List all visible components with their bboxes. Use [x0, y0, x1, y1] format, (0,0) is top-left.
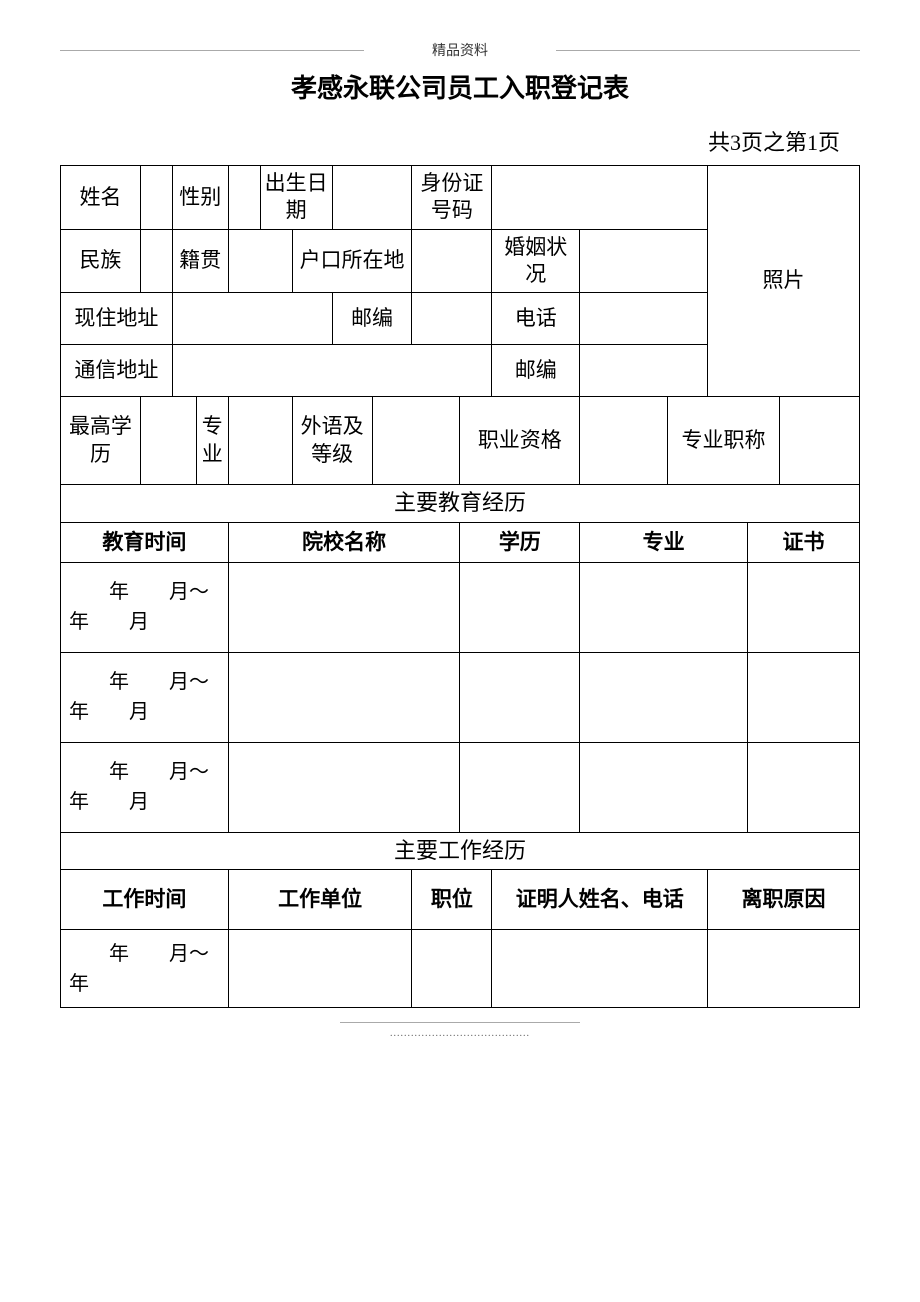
- label-phone: 电话: [492, 293, 580, 345]
- edu-header-cert: 证书: [747, 522, 859, 562]
- work-header-reason: 离职原因: [708, 870, 860, 930]
- label-postal2: 邮编: [492, 345, 580, 397]
- label-marital: 婚姻状况: [492, 229, 580, 293]
- work-row-time[interactable]: 年 月～ 年: [61, 930, 229, 1008]
- label-mail-addr: 通信地址: [61, 345, 173, 397]
- page-indicator: 共3页之第1页: [60, 125, 860, 157]
- field-birth[interactable]: [332, 166, 412, 230]
- work-row-company[interactable]: [228, 930, 412, 1008]
- edu-row-time[interactable]: 年 月～ 年 月: [61, 652, 229, 742]
- field-ethnicity[interactable]: [140, 229, 172, 293]
- label-foreign-lang: 外语及等级: [292, 397, 372, 485]
- label-hukou: 户口所在地: [292, 229, 412, 293]
- field-hukou[interactable]: [412, 229, 492, 293]
- label-name: 姓名: [61, 166, 141, 230]
- field-vocation[interactable]: [580, 397, 668, 485]
- label-native: 籍贯: [172, 229, 228, 293]
- work-header-time: 工作时间: [61, 870, 229, 930]
- edu-row-cert[interactable]: [747, 562, 859, 652]
- field-foreign-lang[interactable]: [372, 397, 460, 485]
- work-header-company: 工作单位: [228, 870, 412, 930]
- work-row-reason[interactable]: [708, 930, 860, 1008]
- label-vocation: 职业资格: [460, 397, 580, 485]
- registration-table: 姓名 性别 出生日期 身份证号码 照片 民族 籍贯 户口所在地 婚姻状况 现住地…: [60, 165, 860, 1008]
- field-postal2[interactable]: [580, 345, 708, 397]
- label-major: 专业: [196, 397, 228, 485]
- edu-row-school[interactable]: [228, 562, 460, 652]
- watermark-label: 精品资料: [60, 40, 860, 60]
- edu-row-cert[interactable]: [747, 652, 859, 742]
- field-current-addr[interactable]: [172, 293, 332, 345]
- field-mail-addr[interactable]: [172, 345, 492, 397]
- edu-row-school[interactable]: [228, 742, 460, 832]
- field-pro-title[interactable]: [779, 397, 859, 485]
- label-pro-title: 专业职称: [668, 397, 780, 485]
- edu-row-degree[interactable]: [460, 652, 580, 742]
- work-row-reference[interactable]: [492, 930, 708, 1008]
- edu-row-degree[interactable]: [460, 742, 580, 832]
- label-current-addr: 现住地址: [61, 293, 173, 345]
- label-birth: 出生日期: [260, 166, 332, 230]
- field-native[interactable]: [228, 229, 292, 293]
- field-marital[interactable]: [580, 229, 708, 293]
- edu-row-major[interactable]: [580, 652, 748, 742]
- field-name[interactable]: [140, 166, 172, 230]
- edu-header-time: 教育时间: [61, 522, 229, 562]
- edu-row-time[interactable]: 年 月～ 年 月: [61, 562, 229, 652]
- label-photo: 照片: [708, 166, 860, 397]
- edu-row-major[interactable]: [580, 742, 748, 832]
- label-ethnicity: 民族: [61, 229, 141, 293]
- edu-row-time[interactable]: 年 月～ 年 月: [61, 742, 229, 832]
- field-id[interactable]: [492, 166, 708, 230]
- edu-row-school[interactable]: [228, 652, 460, 742]
- edu-row-cert[interactable]: [747, 742, 859, 832]
- label-id: 身份证号码: [412, 166, 492, 230]
- edu-header-major: 专业: [580, 522, 748, 562]
- field-phone[interactable]: [580, 293, 708, 345]
- edu-header-degree: 学历: [460, 522, 580, 562]
- label-highest-edu: 最高学历: [61, 397, 141, 485]
- edu-row-degree[interactable]: [460, 562, 580, 652]
- work-header-position: 职位: [412, 870, 492, 930]
- education-section-title: 主要教育经历: [61, 485, 860, 523]
- work-section-title: 主要工作经历: [61, 832, 860, 870]
- form-title: 孝感永联公司员工入职登记表: [60, 68, 860, 105]
- field-highest-edu[interactable]: [140, 397, 196, 485]
- edu-header-school: 院校名称: [228, 522, 460, 562]
- work-header-reference: 证明人姓名、电话: [492, 870, 708, 930]
- edu-row-major[interactable]: [580, 562, 748, 652]
- footer-decoration: ........................................: [60, 1028, 860, 1039]
- field-postal1[interactable]: [412, 293, 492, 345]
- field-major[interactable]: [228, 397, 292, 485]
- work-row-position[interactable]: [412, 930, 492, 1008]
- label-postal1: 邮编: [332, 293, 412, 345]
- label-gender: 性别: [172, 166, 228, 230]
- field-gender[interactable]: [228, 166, 260, 230]
